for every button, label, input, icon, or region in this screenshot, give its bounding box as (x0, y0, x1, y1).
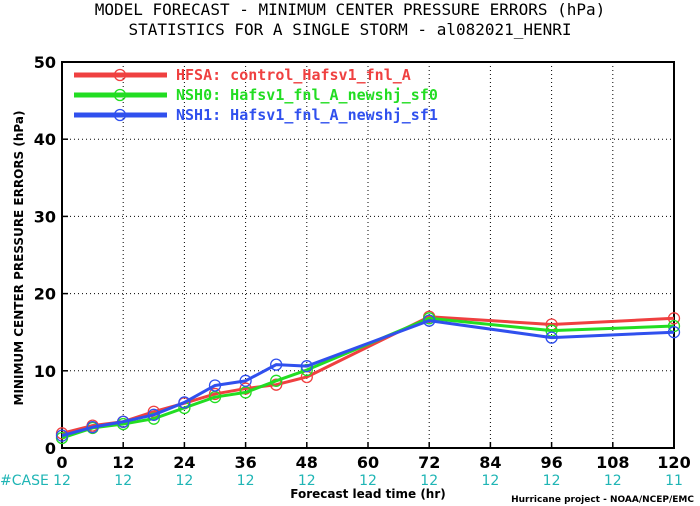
x-tick-label: 72 (418, 453, 440, 472)
y-tick-label: 30 (34, 207, 56, 226)
x-tick-label: 84 (479, 453, 501, 472)
y-tick-label: 10 (34, 362, 56, 381)
legend-marker (113, 108, 127, 122)
legend-marker (113, 68, 127, 82)
y-axis-label: MINIMUM CENTER PRESSURE ERRORS (hPa) (12, 111, 26, 406)
series-point (667, 326, 681, 339)
y-tick-label: 50 (34, 53, 56, 72)
x-tick-label: 96 (540, 453, 562, 472)
case-count: 12 (53, 473, 71, 489)
legend-label: NSH0: Hafsv1_fnl_A_newshj_sf0 (176, 86, 438, 104)
chart-title-line1: MODEL FORECAST - MINIMUM CENTER PRESSURE… (95, 0, 606, 19)
case-counts: 12 12 12 12 12 12 12 12 12 12 11 (53, 473, 683, 489)
chart-title-line2: STATISTICS FOR A SINGLE STORM - al082021… (128, 20, 571, 39)
series-point (208, 379, 222, 392)
case-count: 12 (420, 473, 438, 489)
series-point (239, 382, 252, 395)
legend-label: NSH1: Hafsv1_fnl_A_newshj_sf1 (176, 106, 438, 124)
case-count: 12 (359, 473, 377, 489)
x-tick-label: 12 (112, 453, 134, 472)
series-point (545, 331, 558, 344)
credit-text: Hurricane project - NOAA/NCEP/EMC (511, 495, 694, 505)
x-tick-label: 36 (234, 453, 256, 472)
series-point (270, 378, 283, 391)
gridlines (62, 62, 674, 448)
x-tick-label: 48 (296, 453, 318, 472)
x-tick-label: 108 (596, 453, 629, 472)
series-point (147, 408, 160, 421)
case-count: 12 (543, 473, 561, 489)
legend-marker (113, 88, 127, 102)
series-point (300, 360, 313, 373)
series-point (667, 319, 681, 333)
series-point (178, 396, 191, 409)
x-tick-label: 60 (357, 453, 379, 472)
series-layer (55, 310, 681, 445)
case-label: #CASE (0, 473, 49, 489)
axis-ticks: 0 12 24 36 48 60 72 84 96 108 120 0 10 20 30 40 50 (34, 53, 691, 472)
series-point (239, 374, 252, 387)
y-tick-label: 40 (34, 130, 56, 149)
series-3 (55, 314, 681, 442)
case-count: 12 (175, 473, 193, 489)
case-count: 11 (665, 473, 683, 489)
x-tick-label: 24 (173, 453, 195, 472)
x-axis-label: Forecast lead time (hr) (290, 487, 446, 501)
series-point (270, 358, 283, 371)
case-count: 12 (114, 473, 132, 489)
series-point (86, 421, 99, 434)
series-point (270, 374, 283, 387)
case-count: 12 (237, 473, 255, 489)
x-tick-label: 0 (56, 453, 67, 472)
series-point (208, 387, 222, 401)
legend-label: HFSA: control_Hafsv1_fnl_A (176, 66, 411, 84)
series-point (667, 312, 681, 325)
series-point (300, 363, 313, 377)
legend: HFSA: control_Hafsv1_fnl_A NSH0: Hafsv1_f… (74, 66, 438, 124)
y-tick-label: 20 (34, 285, 56, 304)
case-count: 12 (481, 473, 499, 489)
series-point (147, 412, 160, 425)
series-point (55, 429, 69, 442)
case-count: 12 (298, 473, 316, 489)
x-tick-label: 120 (657, 453, 690, 472)
series-point (117, 415, 130, 428)
y-tick-label: 0 (45, 439, 56, 458)
series-point (423, 314, 436, 327)
case-count: 12 (604, 473, 622, 489)
